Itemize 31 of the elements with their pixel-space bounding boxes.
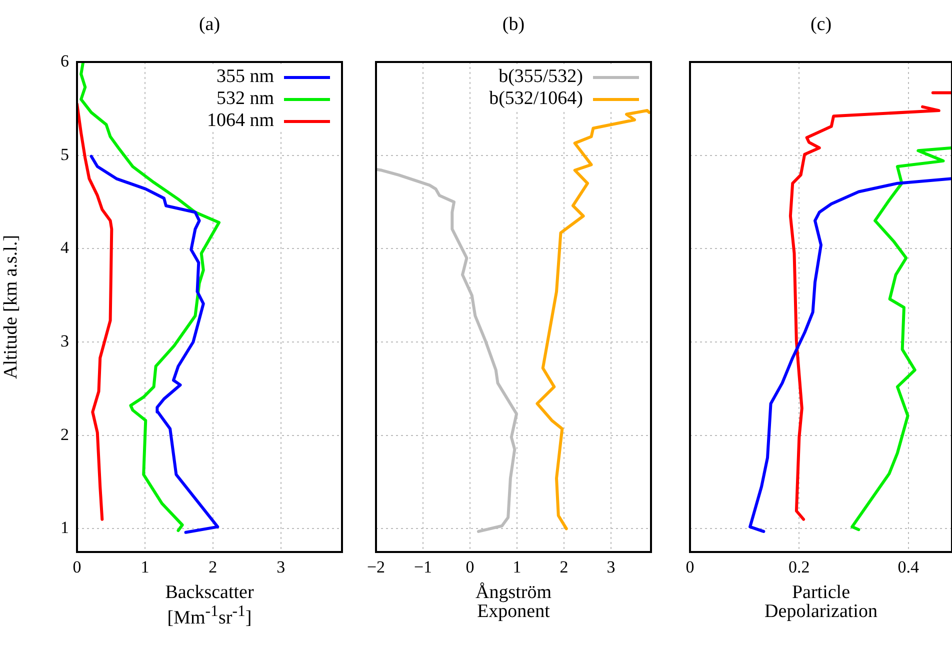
y-tick-label: 2 (60, 424, 69, 444)
legend-label: 532 nm (216, 88, 274, 110)
x-tick-label: 3 (276, 558, 286, 577)
x-tick-label: 1 (140, 558, 150, 577)
x-tick-label: 2 (208, 558, 218, 577)
x-tick-label: 1 (512, 558, 522, 577)
chart-title: (c) (809, 14, 833, 36)
y-tick-label: 6 (60, 51, 69, 70)
x-tick-label: −2 (366, 558, 386, 577)
x-tick-label: 0 (72, 558, 82, 577)
x-tick-label: 0.4 (898, 558, 920, 577)
x-axis-title: Ångström Exponent (474, 582, 552, 622)
x-tick-label: 0 (466, 558, 474, 577)
y-tick-label: 5 (60, 144, 69, 164)
y-tick-label: 3 (60, 331, 69, 350)
x-axis-title: Backscatter [Mm$^{-1}$sr$^{-1}$] (164, 582, 255, 628)
x-axis-title: Particle Depolarization (764, 582, 878, 622)
x-tick-label: 3 (606, 558, 616, 577)
chart-title: (a) (198, 14, 222, 36)
legend-label: b(355/532) (498, 66, 583, 88)
x-tick-label: 2 (560, 558, 568, 577)
legend-label: 355 nm (216, 66, 274, 88)
x-tick-label: −1 (414, 558, 432, 577)
x-tick-label: 0 (686, 558, 694, 577)
y-tick-label: 1 (60, 518, 69, 538)
x-tick-label: 0.2 (788, 558, 810, 577)
y-axis-title: Altitude [km a.s.l.] (0, 234, 22, 380)
y-tick-label: 4 (60, 238, 70, 258)
chart-title: (b) (501, 14, 526, 36)
legend-label: b(532/1064) (489, 88, 583, 110)
legend-label: 1064 nm (206, 110, 274, 132)
